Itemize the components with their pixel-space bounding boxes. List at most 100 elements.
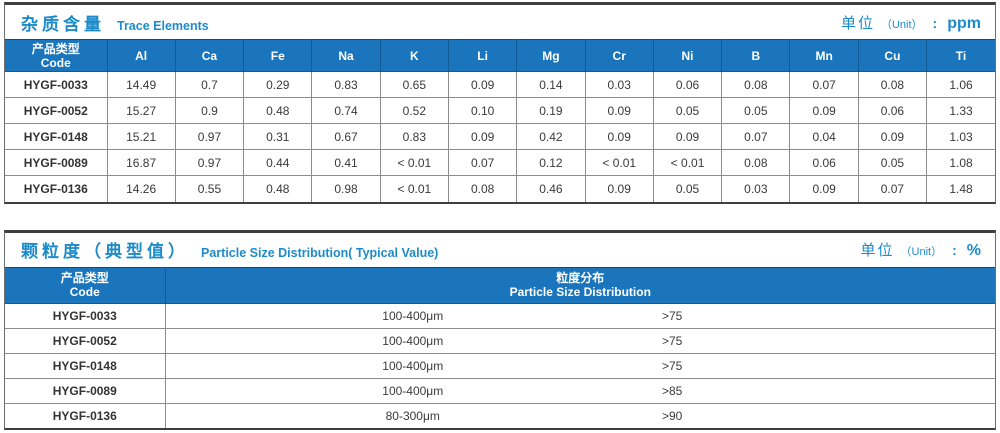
cell: 1.06	[926, 71, 995, 98]
cell: 0.83	[379, 123, 449, 150]
code-column-header: 产品类型 Code	[5, 39, 108, 72]
cell: 0.06	[789, 149, 859, 176]
unit-separator: :	[932, 14, 938, 31]
table-row: HYGF-0052 100-400μm >75	[5, 327, 995, 354]
column-header: Mn	[789, 39, 859, 72]
size-range: 100-400μm	[164, 302, 660, 329]
cell: 0.07	[447, 149, 518, 176]
cell: 0.29	[243, 71, 313, 98]
cell: 0.05	[721, 97, 791, 124]
cell: 15.27	[106, 97, 176, 124]
trace-elements-section: 杂质含量 Trace Elements 单位 （Unit） : ppm 产品类型…	[4, 2, 996, 204]
size-percentage: >85	[660, 377, 995, 404]
cell: 0.74	[311, 97, 381, 124]
particle-size-title-row: 颗粒度（典型值） Particle Size Distribution( Typ…	[5, 232, 995, 267]
cell: 0.09	[584, 97, 654, 124]
section-title-zh: 颗粒度（典型值）	[21, 242, 189, 261]
column-header: Ni	[652, 39, 723, 72]
cell: 0.08	[721, 149, 791, 176]
cell: 1.08	[926, 149, 995, 176]
table-row: HYGF-0089 100-400μm >85	[5, 377, 995, 404]
row-code: HYGF-0033	[5, 302, 166, 329]
size-range: 100-400μm	[164, 327, 660, 354]
unit-value: ppm	[947, 14, 981, 32]
unit-separator: :	[952, 242, 957, 258]
cell: 0.9	[174, 97, 245, 124]
code-header-en: Code	[40, 55, 71, 70]
table-row: HYGF-0033 100-400μm >75	[5, 302, 995, 329]
cell: 0.08	[721, 71, 791, 98]
size-percentage: >75	[660, 352, 995, 379]
unit-label: 单位 （Unit） : ppm	[841, 12, 981, 33]
trace-elements-title: 杂质含量 Trace Elements	[21, 10, 209, 35]
column-header: Na	[311, 39, 381, 72]
table-row: HYGF-0148 100-400μm >75	[5, 352, 995, 379]
cell: 0.42	[516, 123, 586, 150]
code-header-zh: 产品类型	[31, 41, 80, 56]
cell: 0.48	[243, 175, 313, 202]
cell: < 0.01	[584, 149, 654, 176]
column-header: Cu	[857, 39, 928, 72]
cell: 0.55	[174, 175, 245, 202]
code-header-zh: 产品类型	[60, 271, 109, 285]
cell: 15.21	[106, 123, 176, 150]
cell: 0.98	[311, 175, 381, 202]
unit-label: 单位 （Unit） : %	[861, 239, 981, 260]
cell: 0.46	[516, 175, 586, 202]
table-row: HYGF-0089 16.87 0.97 0.44 0.41 < 0.01 0.…	[5, 149, 995, 176]
trace-elements-table: 产品类型 Code Al Ca Fe Na K Li Mg Cr Ni B Mn…	[5, 39, 995, 202]
cell: 0.07	[857, 175, 928, 202]
cell: 0.09	[447, 71, 518, 98]
cell: 0.09	[652, 123, 723, 150]
cell: 0.83	[311, 71, 381, 98]
cell: 0.12	[516, 149, 586, 176]
unit-zh: 单位	[860, 242, 895, 259]
size-percentage: >90	[660, 402, 995, 428]
cell: 0.08	[447, 175, 518, 202]
column-header: K	[379, 39, 449, 72]
row-code: HYGF-0033	[5, 71, 108, 98]
cell: 16.87	[106, 149, 176, 176]
cell: 0.44	[243, 149, 313, 176]
cell: < 0.01	[652, 149, 723, 176]
cell: 0.09	[584, 175, 654, 202]
table-row: HYGF-0148 15.21 0.97 0.31 0.67 0.83 0.09…	[5, 123, 995, 150]
code-column-header: 产品类型 Code	[5, 266, 166, 304]
column-header: Al	[106, 39, 176, 72]
cell: 1.03	[926, 123, 995, 150]
particle-size-section: 颗粒度（典型值） Particle Size Distribution( Typ…	[4, 229, 996, 430]
row-code: HYGF-0148	[5, 352, 166, 379]
column-header: B	[721, 39, 791, 72]
table-row: HYGF-0052 15.27 0.9 0.48 0.74 0.52 0.10 …	[5, 97, 995, 124]
section-title-en: Trace Elements	[117, 18, 209, 33]
cell: 0.48	[243, 97, 313, 124]
table-row: HYGF-0136 14.26 0.55 0.48 0.98 < 0.01 0.…	[5, 175, 995, 202]
particle-size-title: 颗粒度（典型值） Particle Size Distribution( Typ…	[21, 237, 438, 262]
cell: 0.08	[857, 71, 928, 98]
cell: 0.67	[311, 123, 381, 150]
cell: 0.07	[721, 123, 791, 150]
cell: < 0.01	[379, 175, 449, 202]
cell: 0.14	[516, 71, 586, 98]
cell: 0.05	[652, 175, 723, 202]
row-code: HYGF-0136	[5, 402, 166, 428]
table-row: HYGF-0136 80-300μm >90	[5, 402, 995, 428]
cell: 0.31	[243, 123, 313, 150]
cell: 0.65	[379, 71, 449, 98]
particle-size-table: 产品类型 Code 粒度分布 Particle Size Distributio…	[5, 266, 995, 428]
cell: 0.09	[584, 123, 654, 150]
unit-en: （Unit）	[900, 246, 943, 258]
cell: 0.41	[311, 149, 381, 176]
row-code: HYGF-0089	[5, 149, 108, 176]
cell: 0.09	[857, 123, 928, 150]
cell: 0.52	[379, 97, 449, 124]
size-percentage: >75	[660, 302, 995, 329]
code-header-en: Code	[69, 285, 100, 299]
cell: 0.05	[857, 149, 928, 176]
cell: 1.48	[926, 175, 995, 202]
cell: 0.09	[447, 123, 518, 150]
section-title-zh: 杂质含量	[21, 14, 105, 34]
column-header: Cr	[584, 39, 654, 72]
cell: 0.03	[721, 175, 791, 202]
cell: 0.09	[789, 97, 859, 124]
